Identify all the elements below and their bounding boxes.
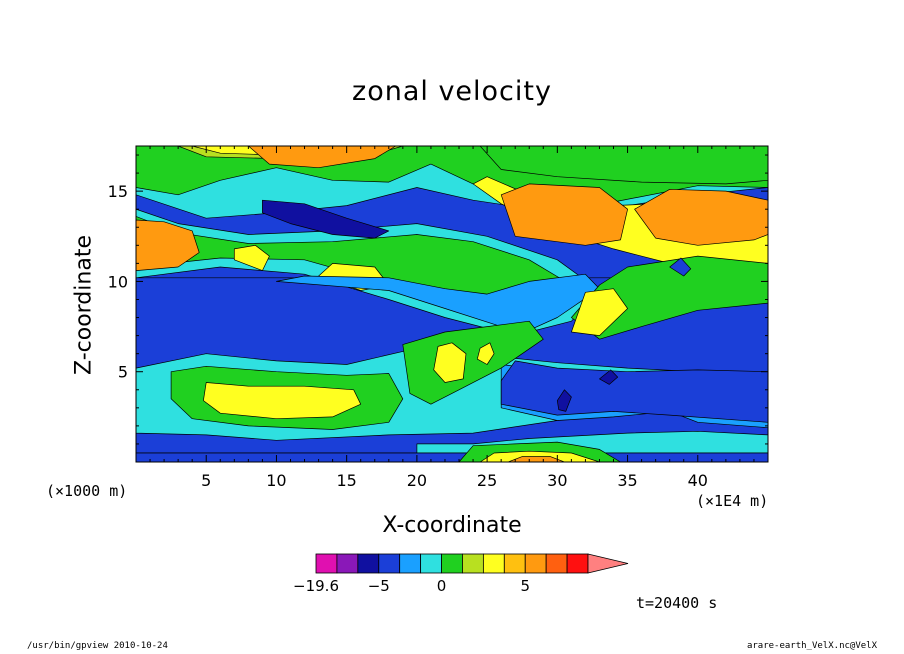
colorbar-extend-arrow [587,553,629,574]
x-tick-label: 5 [201,471,211,490]
x-axis: 5 10 15 20 25 30 35 40 [149,146,755,490]
colorbar-swatch-9 [503,553,526,574]
contour-region-27 [476,342,495,365]
footer-program-date: /usr/bin/gpview 2010-10-24 [27,641,168,651]
x-tick-label: 20 [407,471,427,490]
contour-region-32 [507,456,565,462]
colorbar-swatch-0 [315,553,338,574]
chart-title: zonal velocity [352,76,552,107]
contour-region-29 [136,452,768,462]
colorbar-swatch-3 [378,553,401,574]
colorbar-swatch-8 [482,553,505,574]
x-axis-label: X-coordinate [382,513,522,538]
x-unit-label: (×1000 m) [46,482,128,500]
contour-region-11 [276,273,600,331]
colorbar-tick-label: 0 [437,577,447,595]
colorbar-swatch-2 [357,553,380,574]
contour-region-16 [634,188,768,246]
x-tick-label: 25 [477,471,497,490]
time-label: t=20400 s [636,594,718,612]
y-tick-label: 5 [118,363,128,382]
colorbar: −19.6 −5 0 5 [293,553,629,595]
contour-region-25 [402,320,544,405]
x-tick-label: 40 [688,471,708,490]
colorbar-swatch-12 [566,553,589,574]
y-tick-label: 15 [108,182,128,201]
colorbar-swatch-6 [441,553,463,574]
contour-region-17 [571,255,768,340]
contour-region-18 [571,288,628,336]
colorbar-swatch-1 [336,553,359,574]
contour-region-5 [248,146,397,169]
y-axis-label: Z-coordinate [71,235,97,375]
y-axis: 5 10 15 [108,154,768,445]
contour-region-13 [479,146,768,185]
contour-region-19 [669,257,692,277]
y-tick-label: 10 [108,272,128,291]
contour-region-15 [500,183,628,246]
contour-region-26 [433,342,467,383]
contour-region-8 [233,244,270,271]
x-tick-label: 35 [617,471,637,490]
contour-region-33 [556,389,572,412]
colorbar-swatch-5 [420,553,442,574]
contour-region-34 [599,369,619,385]
contour-region-12 [262,199,390,239]
x-tick-label: 30 [547,471,567,490]
colorbar-swatch-7 [462,553,484,574]
footer-source-file: arare-earth_VelX.nc@VelX [746,641,877,651]
x-scale-label: (×1E4 m) [696,492,769,510]
contour-region-24 [203,382,362,420]
colorbar-tick-label: −19.6 [293,577,339,595]
x-tick-label: 15 [336,471,356,490]
colorbar-swatch-4 [399,553,422,574]
colorbar-swatch-11 [545,553,568,574]
contour-region-10 [136,219,200,271]
velocity-field [136,146,768,462]
x-tick-label: 10 [266,471,286,490]
colorbar-swatch-10 [524,553,547,574]
colorbar-tick-label: −5 [368,577,390,595]
colorbar-tick-label: 5 [520,577,530,595]
plot-frame [135,145,769,463]
